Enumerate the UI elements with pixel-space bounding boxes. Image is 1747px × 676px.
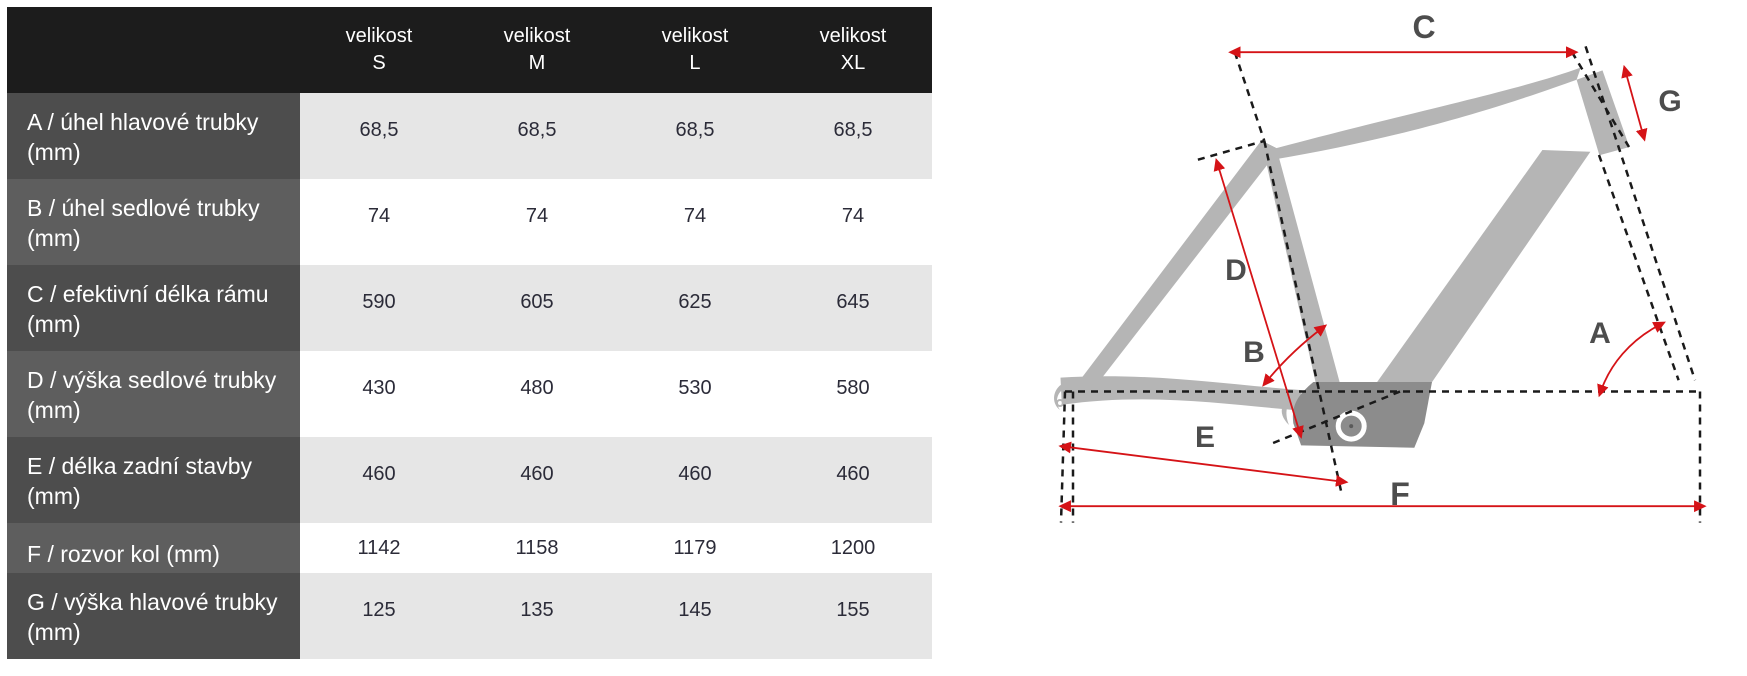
- svg-text:G: G: [1658, 85, 1681, 118]
- svg-text:E: E: [1195, 421, 1215, 454]
- svg-text:A: A: [1589, 317, 1611, 350]
- svg-text:B: B: [1243, 336, 1265, 369]
- svg-text:D: D: [1225, 254, 1247, 287]
- svg-text:C: C: [1412, 9, 1435, 45]
